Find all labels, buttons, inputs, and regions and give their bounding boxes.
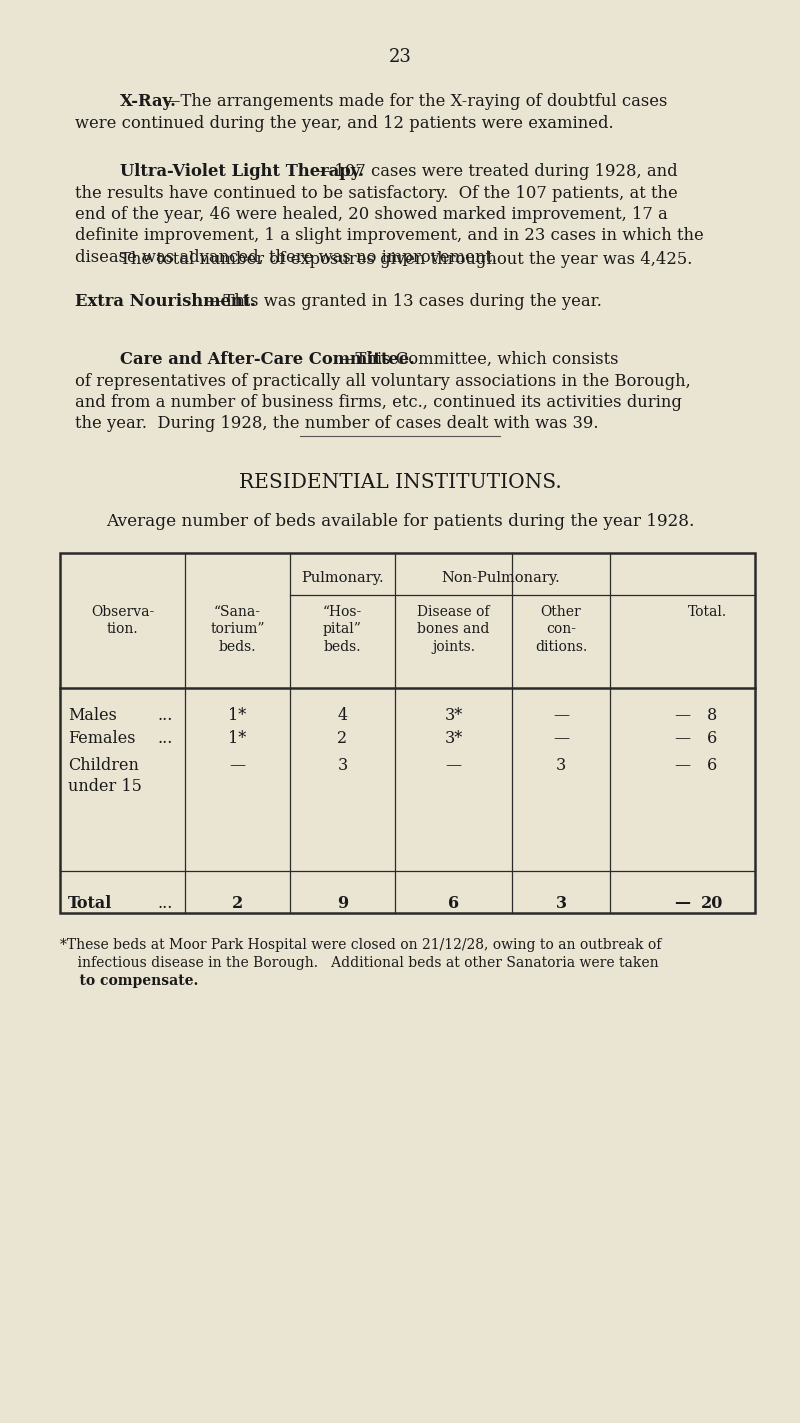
Text: 3*: 3* — [444, 730, 462, 747]
Text: 20: 20 — [702, 895, 724, 912]
Text: 23: 23 — [389, 48, 411, 65]
Text: infectious disease in the Borough.   Additional beds at other Sanatoria were tak: infectious disease in the Borough. Addit… — [60, 956, 658, 970]
Text: 9: 9 — [337, 895, 348, 912]
Text: —107 cases were treated during 1928, and: —107 cases were treated during 1928, and — [318, 164, 677, 179]
Text: were continued during the year, and 12 patients were examined.: were continued during the year, and 12 p… — [75, 114, 614, 131]
Text: “Sana-
torium”
beds.: “Sana- torium” beds. — [210, 605, 265, 653]
Text: Other
con-
ditions.: Other con- ditions. — [535, 605, 587, 653]
Text: 2: 2 — [232, 895, 243, 912]
Text: the year.  During 1928, the number of cases dealt with was 39.: the year. During 1928, the number of cas… — [75, 416, 598, 433]
Text: Total: Total — [68, 895, 112, 912]
Text: and from a number of business firms, etc., continued its activities during: and from a number of business firms, etc… — [75, 394, 682, 411]
Bar — [60, 554, 755, 914]
Text: Ultra-Violet Light Therapy.: Ultra-Violet Light Therapy. — [120, 164, 364, 179]
Text: Females: Females — [68, 730, 135, 747]
Text: Non-Pulmonary.: Non-Pulmonary. — [442, 571, 560, 585]
Text: 4: 4 — [338, 707, 347, 724]
Text: 3*: 3* — [444, 707, 462, 724]
Text: —: — — [553, 707, 569, 724]
Text: 3: 3 — [338, 757, 348, 774]
Text: Extra Nourishment.: Extra Nourishment. — [75, 293, 256, 310]
Text: the results have continued to be satisfactory.  Of the 107 patients, at the: the results have continued to be satisfa… — [75, 185, 678, 202]
Text: —: — — [674, 895, 690, 912]
Text: Total.: Total. — [688, 605, 727, 619]
Text: 3: 3 — [555, 895, 566, 912]
Text: 2: 2 — [338, 730, 347, 747]
Text: to compensate.: to compensate. — [60, 973, 198, 988]
Text: —: — — [230, 757, 246, 774]
Text: ...: ... — [158, 730, 173, 747]
Text: 1*: 1* — [228, 730, 246, 747]
Text: —: — — [446, 757, 462, 774]
Text: definite improvement, 1 a slight improvement, and in 23 cases in which the: definite improvement, 1 a slight improve… — [75, 228, 704, 245]
Text: 8: 8 — [707, 707, 718, 724]
Text: Observa-
tion.: Observa- tion. — [91, 605, 154, 636]
Text: Children
under 15: Children under 15 — [68, 757, 142, 795]
Text: disease was advanced, there was no improvement.: disease was advanced, there was no impro… — [75, 249, 497, 266]
Text: *These beds at Moor Park Hospital were closed on 21/12/28, owing to an outbreak : *These beds at Moor Park Hospital were c… — [60, 938, 662, 952]
Text: The total number of exposures given throughout the year was 4,425.: The total number of exposures given thro… — [120, 250, 692, 268]
Text: —: — — [553, 730, 569, 747]
Text: “Hos-
pital”
beds.: “Hos- pital” beds. — [323, 605, 362, 653]
Text: ...: ... — [158, 707, 173, 724]
Text: —: — — [674, 757, 690, 774]
Text: of representatives of practically all voluntary associations in the Borough,: of representatives of practically all vo… — [75, 373, 690, 390]
Text: end of the year, 46 were healed, 20 showed marked improvement, 17 a: end of the year, 46 were healed, 20 show… — [75, 206, 668, 223]
Text: RESIDENTIAL INSTITUTIONS.: RESIDENTIAL INSTITUTIONS. — [238, 472, 562, 492]
Text: Disease of
bones and
joints.: Disease of bones and joints. — [418, 605, 490, 653]
Text: ...: ... — [158, 895, 173, 912]
Text: 1*: 1* — [228, 707, 246, 724]
Text: Pulmonary.: Pulmonary. — [301, 571, 384, 585]
Text: —: — — [674, 730, 690, 747]
Text: 3: 3 — [556, 757, 566, 774]
Text: Average number of beds available for patients during the year 1928.: Average number of beds available for pat… — [106, 514, 694, 529]
Text: —The arrangements made for the X-raying of doubtful cases: —The arrangements made for the X-raying … — [164, 92, 667, 110]
Text: Males: Males — [68, 707, 117, 724]
Text: —This Committee, which consists: —This Committee, which consists — [339, 351, 619, 369]
Text: —This was granted in 13 cases during the year.: —This was granted in 13 cases during the… — [206, 293, 602, 310]
Text: X-Ray.: X-Ray. — [120, 92, 177, 110]
Text: 6: 6 — [448, 895, 459, 912]
Text: —: — — [674, 707, 690, 724]
Text: 6: 6 — [707, 730, 718, 747]
Text: 6: 6 — [707, 757, 718, 774]
Text: Care and After-Care Committee.: Care and After-Care Committee. — [120, 351, 415, 369]
